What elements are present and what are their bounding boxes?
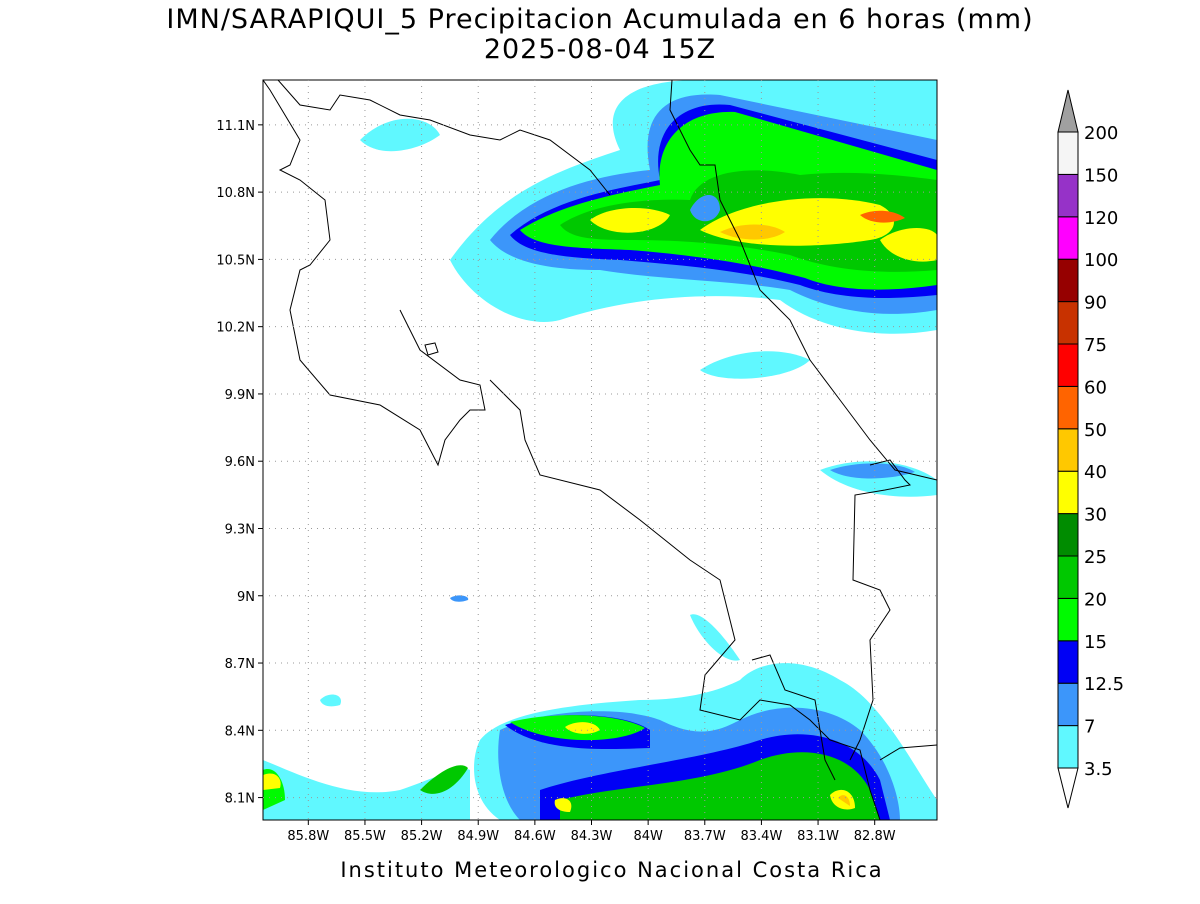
- colorbar-label: 15: [1084, 632, 1107, 653]
- colorbar-label: 150: [1084, 165, 1118, 186]
- x-tick-label: 83.1W: [797, 829, 839, 844]
- colorbar-box: [1057, 470, 1079, 515]
- colorbar-label: 90: [1084, 293, 1107, 314]
- y-tick-label: 8.4N: [225, 724, 255, 739]
- colorbar-box: [1057, 682, 1079, 727]
- colorbar-box: [1057, 725, 1079, 769]
- map-title: IMN/SARAPIQUI_5 Precipitacion Acumulada …: [166, 4, 1033, 35]
- colorbar-box: [1057, 173, 1079, 218]
- x-tick-label: 84.3W: [571, 829, 613, 844]
- colorbar-box: [1057, 428, 1079, 472]
- x-tick-label: 82.8W: [854, 829, 896, 844]
- axes: 85.8W 85.5W 85.2W 84.9W 84.6W 84.3W 84W 83.7W 83…: [216, 80, 937, 844]
- colorbar-label: 3.5: [1084, 759, 1113, 780]
- colorbar-label: 30: [1084, 505, 1107, 526]
- x-tick-label: 84.9W: [457, 829, 499, 844]
- y-tick-label: 9.6N: [225, 455, 255, 470]
- y-tick-label: 10.8N: [216, 186, 255, 201]
- colorbar-label: 50: [1084, 420, 1107, 441]
- y-tick-label: 8.1N: [225, 792, 255, 807]
- x-tick-label: 83.4W: [741, 829, 783, 844]
- colorbar-box: [1057, 258, 1079, 303]
- colorbar-box: [1057, 385, 1079, 430]
- plot-frame: [262, 79, 938, 821]
- colorbar-box: [1057, 131, 1079, 175]
- x-tick-label: 84.6W: [514, 829, 556, 844]
- y-tick-label: 10.5N: [216, 253, 255, 268]
- colorbar-box: [1057, 555, 1079, 599]
- colorbar-label: 200: [1084, 123, 1118, 144]
- precipitation-field: [263, 80, 937, 820]
- colorbar-label: 25: [1084, 547, 1107, 568]
- colorbar-label: 20: [1084, 589, 1107, 610]
- y-tick-label: 10.2N: [216, 321, 255, 336]
- colorbar-box: [1057, 513, 1079, 557]
- colorbar-label: 40: [1084, 462, 1107, 483]
- coastline: [263, 80, 937, 820]
- colorbar-label: 120: [1084, 208, 1118, 229]
- x-tick-label: 84W: [633, 829, 663, 844]
- colorbar-label: 75: [1084, 335, 1107, 356]
- colorbar-under: [1057, 767, 1079, 809]
- y-tick-label: 9N: [237, 590, 255, 605]
- colorbar-over: [1057, 89, 1079, 133]
- colorbar-box: [1057, 216, 1079, 260]
- colorbar-label: 100: [1084, 250, 1118, 271]
- colorbar: 3.5 7 12.5 15 20 25 30 40 50 60 75 90 100 120 150 200: [1057, 89, 1124, 809]
- y-tick-label: 9.9N: [225, 388, 255, 403]
- x-tick-label: 83.7W: [684, 829, 726, 844]
- x-tick-label: 85.2W: [401, 829, 443, 844]
- footer: Instituto Meteorologico Nacional Costa R…: [340, 858, 883, 882]
- map-subtitle: 2025-08-04 15Z: [484, 34, 716, 65]
- colorbar-label: 7: [1084, 717, 1095, 738]
- x-tick-label: 85.8W: [287, 829, 329, 844]
- y-tick-label: 9.3N: [225, 522, 255, 537]
- colorbar-box: [1057, 301, 1079, 345]
- colorbar-box: [1057, 597, 1079, 642]
- y-tick-label: 11.1N: [216, 119, 255, 134]
- colorbar-label: 60: [1084, 377, 1107, 398]
- colorbar-label: 12.5: [1084, 674, 1124, 695]
- colorbar-box: [1057, 640, 1079, 684]
- colorbar-box: [1057, 343, 1079, 387]
- y-tick-label: 8.7N: [225, 657, 255, 672]
- x-tick-label: 85.5W: [344, 829, 386, 844]
